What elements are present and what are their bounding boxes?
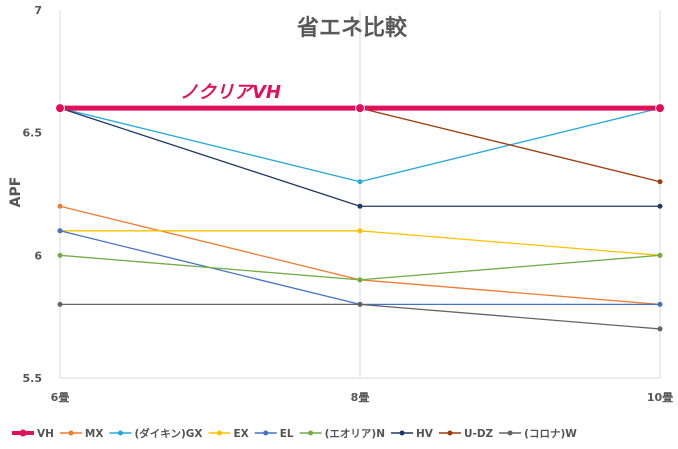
legend-label: MX <box>85 428 104 440</box>
axis-labels: 6畳 8畳 10畳 5.5 6 6.5 7 <box>23 4 674 404</box>
series-annotation: ノクリアVH <box>180 82 281 103</box>
legend-marker <box>399 430 405 436</box>
legend-marker <box>68 430 74 436</box>
legend-item-6: HV <box>391 428 434 440</box>
legend-marker <box>117 430 123 436</box>
legend-marker <box>447 430 453 436</box>
legend-item-7: U-DZ <box>438 428 494 440</box>
series-points <box>55 103 665 332</box>
series-4-point <box>657 301 663 307</box>
series-2-point <box>357 179 363 185</box>
series-5-point <box>57 252 63 258</box>
series-8-point <box>657 326 663 332</box>
series-0-point <box>55 103 65 114</box>
legend-label: VH <box>37 428 54 440</box>
grid <box>59 10 661 379</box>
legend-item-4: EL <box>254 428 294 440</box>
legend-item-0: VH <box>12 428 54 440</box>
y-tick-label: 5.5 <box>23 372 43 385</box>
x-tick-label: 6畳 <box>51 391 70 404</box>
series-5-point <box>657 252 663 258</box>
x-tick-label: 8畳 <box>351 391 370 404</box>
series-4-point <box>57 228 63 234</box>
legend-item-8: (コロナ)W <box>499 428 577 440</box>
series-6-point <box>657 203 663 209</box>
y-tick-label: 6.5 <box>23 127 43 140</box>
series-0-point <box>655 103 665 114</box>
legend-label: EL <box>280 428 294 440</box>
x-tick-label: 10畳 <box>647 391 673 404</box>
legend-marker <box>19 429 27 437</box>
series-0-point <box>355 103 365 114</box>
series-8-point <box>57 301 63 307</box>
series-6-point <box>357 203 363 209</box>
legend-marker <box>308 430 314 436</box>
legend-marker <box>263 430 269 436</box>
legend-marker <box>507 430 513 436</box>
y-tick-label: 7 <box>34 4 42 17</box>
series-8-point <box>357 301 363 307</box>
y-tick-label: 6 <box>34 249 42 262</box>
legend-label: (エオリア)N <box>325 428 385 440</box>
legend-marker <box>216 430 222 436</box>
y-axis-title: APF <box>8 177 24 208</box>
legend-label: HV <box>416 428 434 440</box>
legend-label: (ダイキン)GX <box>134 427 202 440</box>
series-1-point <box>57 203 63 209</box>
legend-item-1: MX <box>59 428 104 440</box>
series-7-point <box>657 179 663 185</box>
legend-item-2: (ダイキン)GX <box>109 427 202 440</box>
legend-label: (コロナ)W <box>524 428 577 440</box>
legend-label: EX <box>233 428 248 440</box>
series-3-point <box>357 228 363 234</box>
legend-item-5: (エオリア)N <box>299 428 385 440</box>
legend: VH MX (ダイキン)GX EX EL (エオリア)N HV U-DZ (コロナ)W <box>12 427 577 440</box>
legend-label: U-DZ <box>464 428 494 440</box>
chart-title: 省エネ比較 <box>296 15 408 41</box>
series-5-point <box>357 277 363 283</box>
legend-item-3: EX <box>208 428 249 440</box>
